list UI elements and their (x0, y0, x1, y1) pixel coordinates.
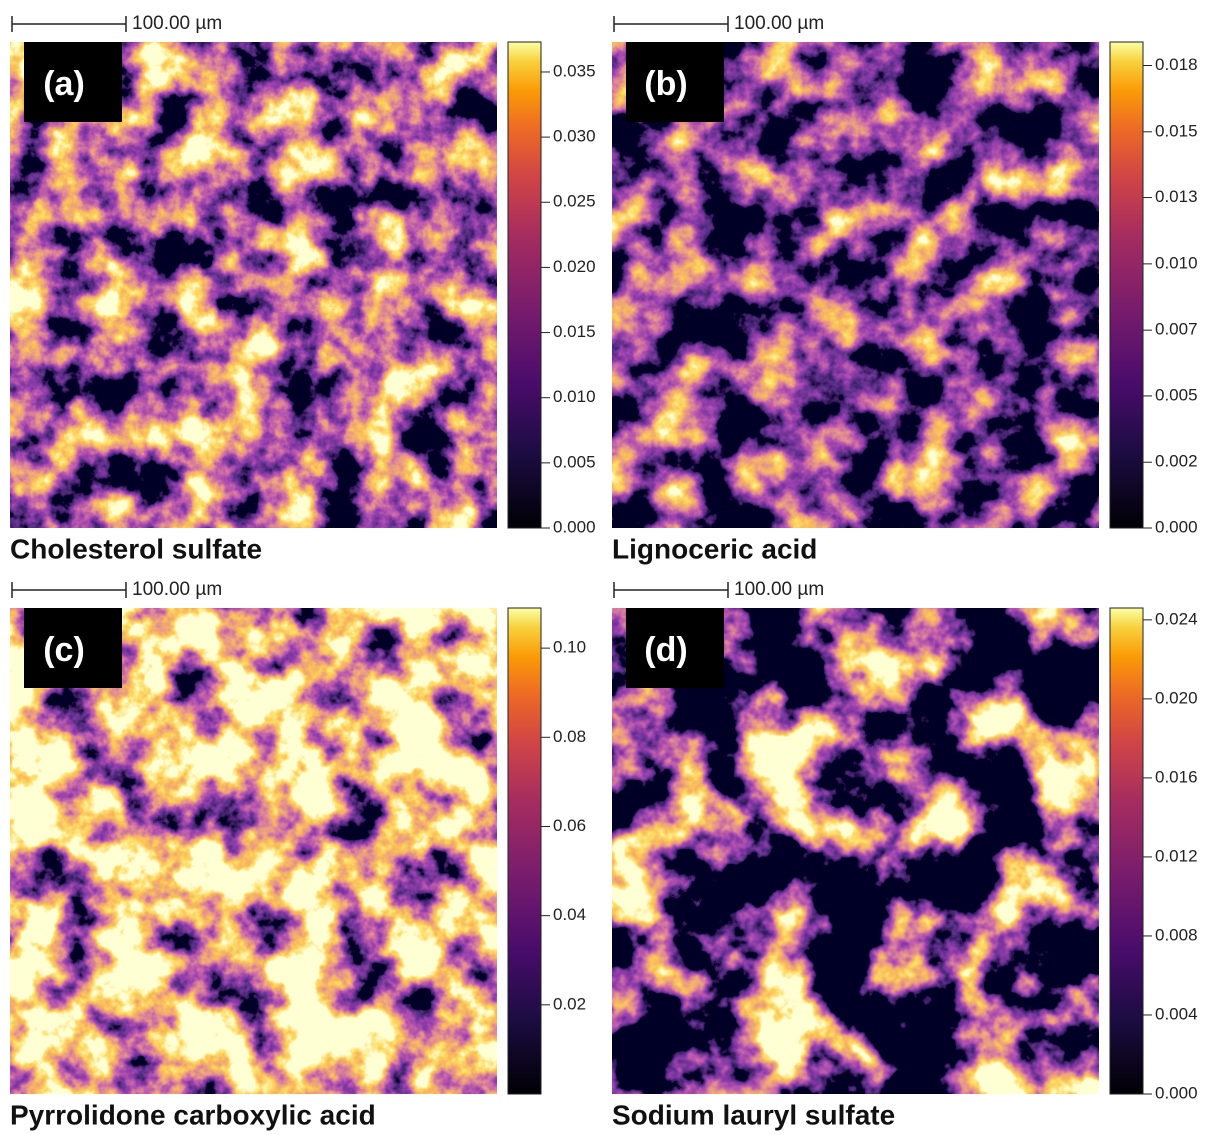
colorbar-tick-label: 0.020 (1155, 688, 1198, 707)
panel-label: (a) (43, 65, 85, 103)
colorbar-tick-label: 0.012 (1155, 846, 1198, 865)
colorbar-tick-label: 0.005 (553, 452, 596, 471)
colorbar-tick-label: 0.020 (553, 257, 596, 276)
scale-bar-label: 100.00 µm (132, 13, 222, 34)
colorbar-tick-label: 0.015 (1155, 121, 1198, 140)
colorbar-tick-label: 0.06 (553, 816, 586, 835)
colorbar-tick-label: 0.08 (553, 727, 586, 746)
colorbar-tick-label: 0.030 (553, 127, 596, 146)
colorbar-tick-label: 0.016 (1155, 767, 1198, 786)
colorbar-tick-label: 0.004 (1155, 1004, 1198, 1023)
panel: 100.00 µm (c) Pyrrolidone carboxylic acid 0… (10, 579, 586, 1130)
colorbar-tick-label: 0.04 (553, 905, 586, 924)
panel-label: (c) (43, 631, 85, 669)
panel-title: Cholesterol sulfate (10, 533, 262, 564)
panel-title: Lignoceric acid (612, 533, 817, 564)
colorbar-tick-label: 0.015 (553, 322, 596, 341)
colorbar-tick-label: 0.008 (1155, 925, 1198, 944)
colorbar (508, 42, 541, 528)
colorbar (1110, 608, 1143, 1094)
scale-bar-label: 100.00 µm (734, 579, 824, 600)
panel: 100.00 µm (d) Sodium lauryl sulfate 0.000 0.… (612, 579, 1198, 1130)
panel-title: Sodium lauryl sulfate (612, 1099, 895, 1130)
colorbar-tick-label: 0.024 (1155, 609, 1198, 628)
colorbar (1110, 42, 1143, 528)
colorbar-tick-label: 0.007 (1155, 320, 1198, 339)
panel: 100.00 µm (a) Cholesterol sulfate 0.000 0.00… (10, 13, 596, 564)
panel-label: (d) (644, 631, 687, 669)
colorbar-tick-label: 0.010 (553, 387, 596, 406)
figure: 100.00 µm (a) Cholesterol sulfate 0.000 0.00… (0, 0, 1214, 1135)
colorbar-tick-label: 0.025 (553, 192, 596, 211)
colorbar-tick-label: 0.10 (553, 638, 586, 657)
colorbar-tick-label: 0.000 (553, 517, 596, 536)
colorbar-tick-label: 0.010 (1155, 253, 1198, 272)
colorbar-tick-label: 0.013 (1155, 187, 1198, 206)
colorbar-tick-label: 0.005 (1155, 385, 1198, 404)
scale-bar-label: 100.00 µm (132, 579, 222, 600)
colorbar (508, 608, 541, 1094)
panel-title: Pyrrolidone carboxylic acid (10, 1099, 376, 1130)
colorbar-tick-label: 0.000 (1155, 517, 1198, 536)
panel: 100.00 µm (b) Lignoceric acid 0.000 0.002 0.0… (612, 13, 1198, 564)
colorbar-tick-label: 0.000 (1155, 1083, 1198, 1102)
colorbar-tick-label: 0.035 (553, 61, 596, 80)
scale-bar-label: 100.00 µm (734, 13, 824, 34)
panel-label: (b) (644, 65, 687, 103)
colorbar-tick-label: 0.018 (1155, 55, 1198, 74)
colorbar-tick-label: 0.002 (1155, 452, 1198, 471)
colorbar-tick-label: 0.02 (553, 994, 586, 1013)
